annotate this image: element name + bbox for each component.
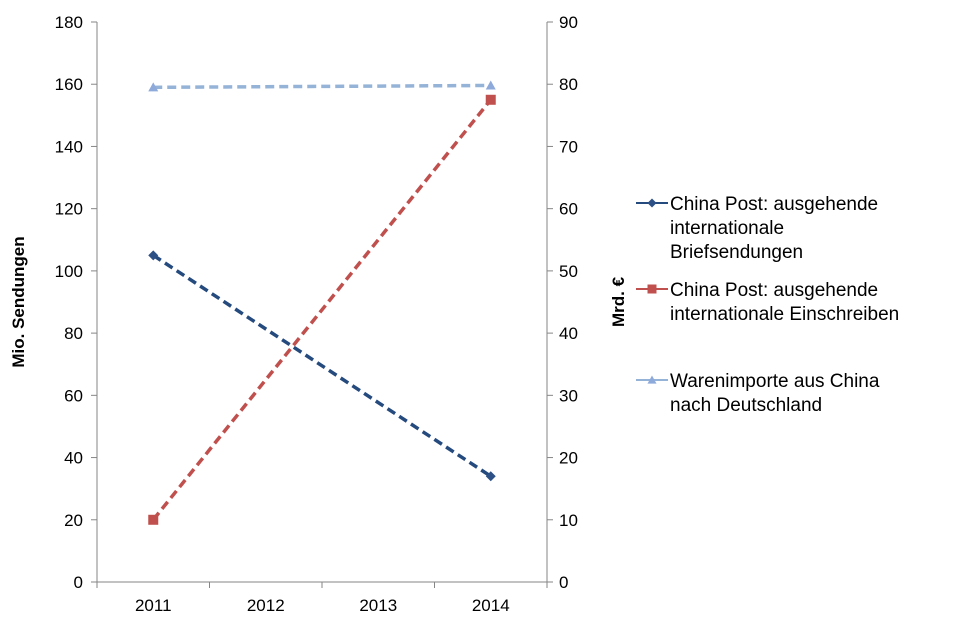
y2-tick-label: 0 — [559, 573, 568, 592]
y2-tick-label: 40 — [559, 324, 578, 343]
legend-label: China Post: ausgehende — [670, 280, 878, 301]
y-axis-label: Mio. Sendungen — [9, 236, 28, 367]
series-point — [148, 514, 159, 525]
legend-label: China Post: ausgehende — [670, 194, 878, 215]
series-layer — [148, 80, 496, 525]
y-tick-label: 180 — [55, 13, 83, 32]
legend-marker — [647, 198, 657, 208]
y-tick-label: 0 — [74, 573, 83, 592]
tick-labels: 0 20 40 60 80 100 120 140 160 180 0 10 20 30 40 50 60 70 8… — [55, 13, 578, 615]
x-tick-label: 2013 — [359, 596, 397, 615]
series-2 — [148, 80, 496, 92]
y2-axis-label: Mrd. € — [609, 276, 628, 327]
series-point — [485, 471, 496, 482]
y2-tick-label: 60 — [559, 200, 578, 219]
x-tick-label: 2012 — [247, 596, 285, 615]
legend-marker — [647, 375, 657, 384]
y-tick-label: 140 — [55, 137, 83, 156]
series-1 — [148, 94, 496, 525]
y-tick-label: 100 — [55, 262, 83, 281]
y-tick-label: 160 — [55, 75, 83, 94]
series-line — [151, 98, 493, 521]
legend-marker — [647, 284, 657, 294]
y-tick-label: 60 — [64, 386, 83, 405]
legend-entry: China Post: ausgehende internationale Brie… — [636, 194, 878, 263]
y-tick-label: 80 — [64, 324, 83, 343]
legend-entry: Warenimporte aus China nach Deutschland — [636, 371, 880, 416]
legend-entry: China Post: ausgehende internationale Ein… — [636, 280, 899, 325]
y2-tick-label: 80 — [559, 75, 578, 94]
series-point — [485, 94, 496, 105]
y2-tick-label: 50 — [559, 262, 578, 281]
series-point — [148, 250, 159, 261]
series-point — [148, 82, 159, 92]
series-point — [485, 80, 496, 90]
legend-label: Briefsendungen — [670, 242, 803, 263]
x-tick-label: 2011 — [135, 596, 172, 615]
y2-tick-label: 20 — [559, 449, 578, 468]
series-line — [152, 253, 492, 478]
y2-tick-label: 90 — [559, 13, 578, 32]
legend-label: internationale Einschreiben — [670, 304, 899, 325]
y-tick-label: 120 — [55, 200, 83, 219]
y-tick-label: 40 — [64, 449, 83, 468]
y-tick-label: 20 — [64, 511, 83, 530]
y2-tick-label: 10 — [559, 511, 578, 530]
legend-label: internationale — [670, 218, 784, 239]
y2-tick-label: 30 — [559, 386, 578, 405]
series-line — [153, 83, 491, 90]
series-0 — [148, 250, 496, 482]
legend: China Post: ausgehende internationale Brie… — [636, 194, 899, 416]
x-tick-label: 2014 — [472, 596, 510, 615]
legend-label: nach Deutschland — [670, 395, 822, 416]
legend-label: Warenimporte aus China — [670, 371, 880, 392]
y2-tick-label: 70 — [559, 137, 578, 156]
axes — [91, 21, 553, 588]
